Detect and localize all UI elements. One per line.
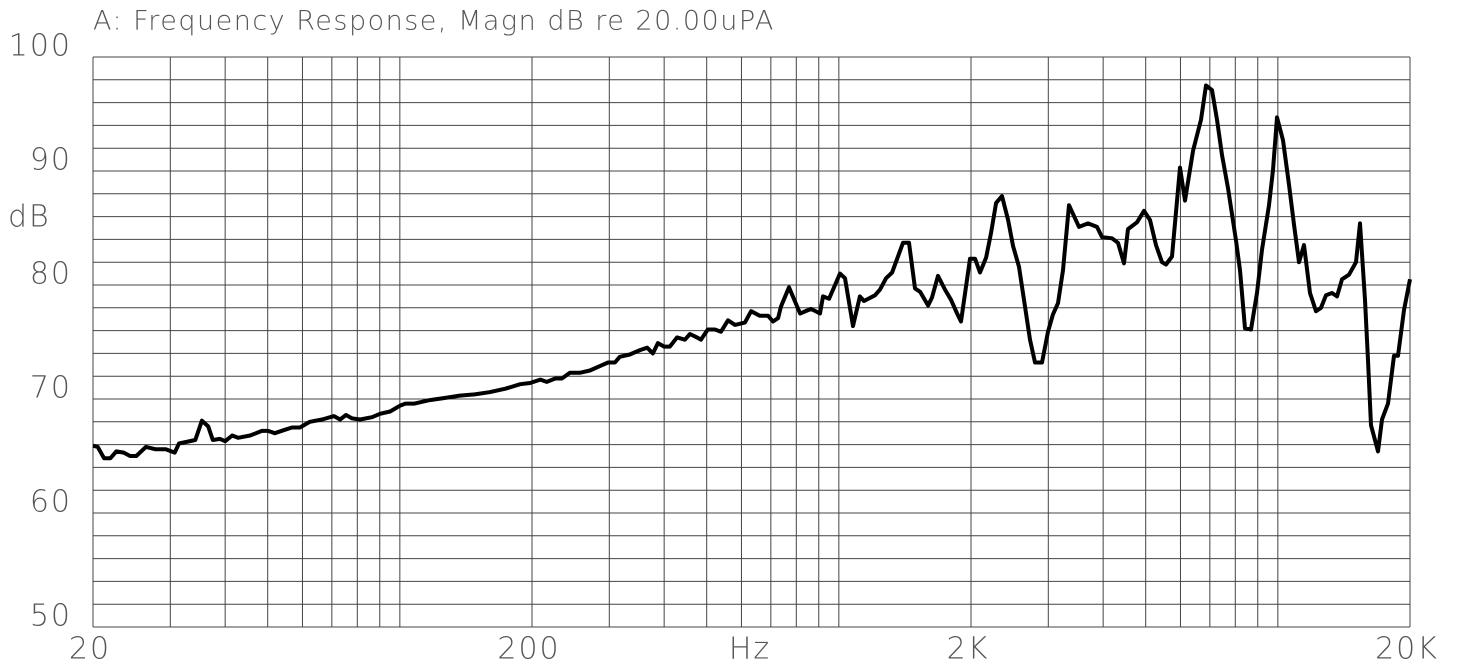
y-axis-label: dB: [8, 200, 51, 235]
x-tick-label: 200: [497, 632, 560, 666]
x-tick-label: 2K: [947, 632, 990, 666]
y-tick-label: 70: [30, 371, 72, 406]
y-tick-label: 60: [30, 485, 72, 520]
x-tick-label: 20K: [1375, 632, 1439, 666]
y-tick-label: 50: [30, 599, 72, 634]
y-tick-label: 100: [9, 29, 72, 64]
x-axis-label: Hz: [729, 632, 771, 666]
chart-title: A: Frequency Response, Magn dB re 20.00u…: [93, 6, 775, 37]
y-tick-label: 90: [30, 143, 72, 178]
data-line: [92, 83, 1412, 461]
x-tick-label: 20: [69, 632, 111, 666]
y-tick-label: 80: [30, 257, 72, 292]
